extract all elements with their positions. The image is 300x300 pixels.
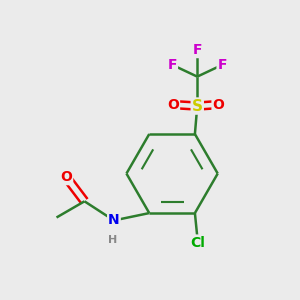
Text: O: O bbox=[212, 98, 224, 112]
Text: O: O bbox=[167, 98, 179, 112]
Text: N: N bbox=[108, 213, 120, 227]
Text: S: S bbox=[192, 99, 203, 114]
Text: Cl: Cl bbox=[190, 236, 205, 250]
Text: H: H bbox=[108, 235, 117, 244]
Text: F: F bbox=[167, 58, 177, 72]
Text: O: O bbox=[60, 170, 72, 184]
Text: F: F bbox=[218, 58, 227, 72]
Text: F: F bbox=[193, 43, 202, 57]
